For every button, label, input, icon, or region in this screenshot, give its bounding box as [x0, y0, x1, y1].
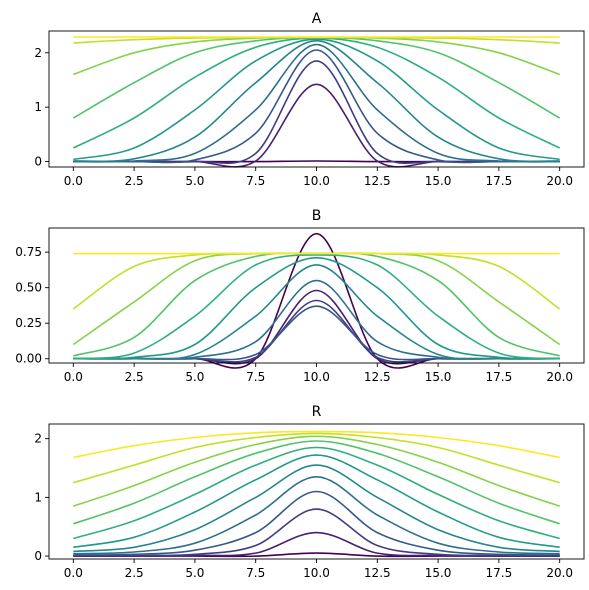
series-line-9 [73, 440, 560, 525]
series-line-7 [73, 256, 560, 360]
plot-frame [48, 227, 585, 364]
series-line-8 [73, 254, 560, 360]
chart-title: R [312, 404, 322, 420]
x-tick-label: 2.5 [125, 174, 144, 188]
x-tick-label: 15.0 [425, 370, 452, 384]
series-line-10 [73, 36, 560, 76]
chart-title: A [312, 11, 322, 27]
x-tick-label: 7.5 [246, 370, 265, 384]
y-tick-label: 0.00 [15, 352, 42, 366]
y-tick-label: 0.75 [15, 245, 42, 259]
series-line-11 [73, 432, 560, 484]
x-tick-label: 5.0 [185, 566, 204, 580]
x-tick-label: 20.0 [546, 370, 573, 384]
x-tick-label: 0.0 [64, 174, 83, 188]
series-line-3 [73, 508, 560, 557]
series-line-8 [73, 446, 560, 540]
plot-frame [48, 30, 585, 168]
series-line-9 [73, 252, 560, 357]
y-tick-label: 2 [34, 46, 42, 60]
y-tick-label: 1 [34, 100, 42, 114]
x-tick-label: 12.5 [364, 566, 391, 580]
x-tick-label: 0.0 [64, 566, 83, 580]
series-line-12 [73, 430, 560, 459]
series-line-5 [73, 475, 560, 555]
y-tick-label: 0.25 [15, 316, 42, 330]
series-line-4 [73, 49, 560, 164]
x-tick-label: 15.0 [425, 174, 452, 188]
subplot-r: R 0.0 2.5 5.0 7.5 10.0 12.5 15.0 17.5 20.0 0 1 2 [34, 404, 585, 580]
x-tick-label: 2.5 [125, 370, 144, 384]
x-tick-label: 15.0 [425, 566, 452, 580]
series-line-4 [73, 490, 560, 556]
subplot-b: B 0.0 2.5 5.0 7.5 10.0 12.5 15.0 17.5 20.0 0.00 0.2… [15, 208, 585, 384]
x-tick-label: 5.0 [185, 174, 204, 188]
series-line-8 [72, 37, 561, 149]
series-line-6 [73, 464, 560, 553]
series-line-7 [73, 38, 560, 161]
x-tick-label: 0.0 [64, 370, 83, 384]
series-line-10 [73, 435, 560, 507]
y-tick-label: 2 [34, 432, 42, 446]
x-tick-label: 10.0 [303, 370, 330, 384]
series-line-6 [73, 264, 560, 360]
y-tick-label: 0 [34, 155, 42, 169]
y-tick-label: 0 [34, 549, 42, 563]
x-tick-label: 20.0 [546, 566, 573, 580]
x-tick-label: 10.0 [303, 566, 330, 580]
series-line-10 [72, 252, 561, 346]
series-line-6 [73, 39, 560, 163]
x-tick-label: 17.5 [486, 174, 513, 188]
y-tick-label: 1 [34, 490, 42, 504]
series-line-5 [73, 43, 560, 163]
x-tick-label: 20.0 [546, 174, 573, 188]
y-tick-label: 0.50 [15, 281, 42, 295]
x-tick-label: 12.5 [364, 370, 391, 384]
x-tick-label: 12.5 [364, 174, 391, 188]
x-tick-label: 17.5 [486, 566, 513, 580]
x-tick-label: 10.0 [303, 174, 330, 188]
series-line-4 [73, 305, 560, 361]
x-tick-label: 2.5 [125, 566, 144, 580]
chart-title: B [312, 208, 322, 224]
subplot-a: A 0.0 2.5 5.0 7.5 10.0 12.5 15.0 17.5 20.0 0 1 2 [34, 11, 585, 188]
x-tick-label: 17.5 [486, 370, 513, 384]
x-tick-label: 5.0 [185, 370, 204, 384]
series-line-7 [73, 454, 560, 549]
x-tick-label: 7.5 [246, 566, 265, 580]
x-tick-label: 7.5 [246, 174, 265, 188]
series-line-3 [73, 299, 560, 363]
series-line-2 [73, 83, 560, 168]
